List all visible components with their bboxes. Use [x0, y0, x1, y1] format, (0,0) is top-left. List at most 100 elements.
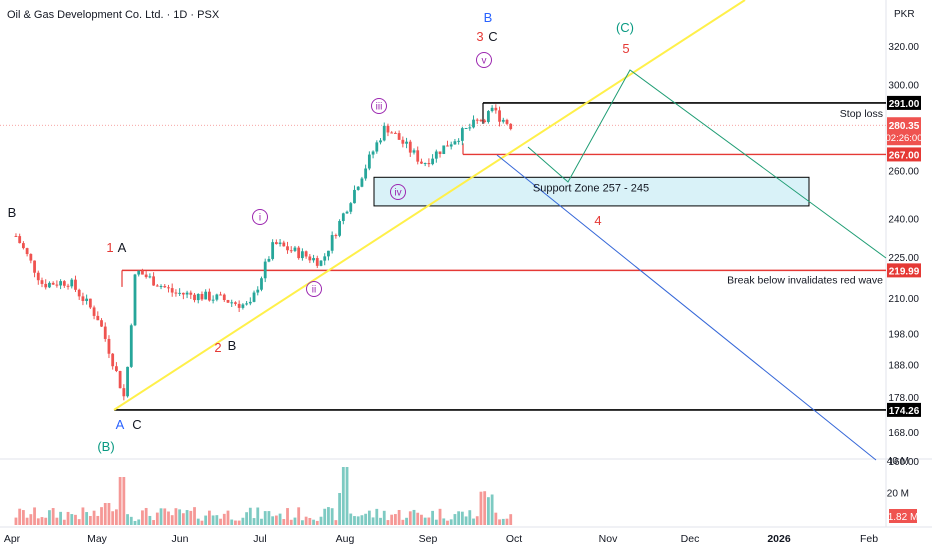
wave-label-1: 1: [106, 240, 113, 255]
candle: [501, 119, 505, 122]
candle: [174, 292, 178, 294]
candle: [468, 127, 472, 129]
volume-bar: [81, 507, 85, 525]
candle: [129, 325, 133, 367]
volume-current-tag: 1.82 M: [888, 512, 919, 523]
volume-bar: [472, 518, 475, 525]
volume-bar: [319, 516, 323, 525]
wave-label-circle-ii: ii: [312, 285, 316, 296]
time-axis[interactable]: Apr May Jun Jul Aug Sep Oct Nov Dec 2026 Feb: [4, 533, 878, 545]
volume-bar: [401, 519, 405, 525]
volume-bars: [14, 467, 513, 525]
interval-label[interactable]: 1D: [173, 9, 188, 21]
candle: [379, 140, 382, 143]
candle: [115, 366, 118, 371]
price-axis[interactable]: 160.00 168.00 178.00 188.00 198.00 210.00 225.…: [886, 42, 923, 523]
wave-label-5: 5: [622, 41, 629, 56]
candle: [431, 158, 434, 165]
volume-bar: [74, 514, 77, 525]
candle: [274, 242, 278, 245]
candle: [267, 258, 271, 262]
candle: [479, 120, 483, 122]
candle: [77, 289, 81, 297]
candle: [401, 139, 405, 144]
candle: [282, 242, 286, 247]
candle: [55, 284, 59, 286]
candle: [423, 163, 427, 165]
price-tick-label: 198.00: [888, 329, 919, 340]
blue-projection-path: [496, 154, 877, 461]
candle: [408, 141, 412, 153]
candle: [241, 304, 245, 308]
wave-label-b-left: B: [8, 205, 17, 220]
volume-bar: [44, 517, 48, 525]
volume-bar: [122, 477, 126, 525]
invalidation-label: Break below invalidates red wave: [727, 274, 883, 286]
volume-bar: [345, 467, 349, 525]
trendline: [113, 0, 746, 411]
currency-label[interactable]: PKR: [894, 9, 915, 20]
volume-bar: [256, 507, 260, 525]
volume-bar: [464, 516, 468, 525]
level-tag-bg: [887, 95, 921, 110]
candle: [40, 280, 44, 284]
volume-bar: [193, 507, 196, 525]
volume-bar: [230, 519, 234, 525]
candle: [44, 283, 48, 288]
candle: [122, 388, 126, 397]
last-price-tag-bg: [887, 117, 921, 146]
candle: [271, 242, 275, 259]
candle: [141, 270, 144, 275]
volume-bar: [215, 515, 219, 525]
wave-label-a-blue: A: [116, 417, 125, 432]
instrument-name: Oil & Gas Development Co. Ltd.: [7, 9, 164, 21]
volume-bar: [271, 516, 275, 525]
candle: [278, 242, 282, 245]
volume-bar: [96, 515, 100, 525]
candle: [234, 302, 237, 304]
candle: [315, 258, 319, 266]
wave-label-circle-iii-ring: [371, 98, 387, 114]
candle: [304, 251, 308, 257]
volume-bar: [334, 520, 338, 525]
volume-bar: [330, 508, 334, 525]
candle: [100, 320, 103, 327]
volume-current-bg: [889, 509, 917, 523]
candle: [367, 154, 371, 169]
time-tick-label: May: [87, 533, 108, 545]
candle: [178, 292, 182, 294]
volume-bar: [267, 511, 271, 525]
volume-bar: [416, 512, 420, 525]
candle: [371, 151, 375, 155]
volume-bar: [33, 507, 36, 525]
exchange-label: PSX: [197, 9, 220, 21]
wave-label-b: B: [228, 338, 237, 353]
candle: [248, 301, 252, 304]
volume-bar: [36, 518, 40, 525]
wave-label-3: 3: [476, 29, 483, 44]
volume-bar: [222, 513, 226, 525]
level-tag-bg: [887, 263, 921, 278]
candle: [293, 247, 297, 251]
volume-bar: [408, 511, 412, 525]
candle: [312, 258, 315, 261]
candle: [416, 150, 420, 162]
wave-label-paren-c: (C): [616, 20, 634, 35]
candle: [189, 292, 193, 295]
candle: [498, 110, 501, 122]
candle: [319, 260, 323, 266]
wave-label-circle-i-ring: [252, 209, 268, 225]
price-tick-label: 225.00: [888, 253, 919, 264]
level-tag-bg: [887, 147, 921, 162]
level-tag: 291.00: [889, 99, 920, 110]
volume-bar: [248, 507, 252, 525]
volume-bar: [211, 515, 215, 525]
volume-bar: [263, 511, 267, 525]
volume-bar: [349, 513, 353, 525]
volume-bar: [159, 508, 163, 525]
volume-bar: [260, 518, 263, 525]
candle: [394, 132, 397, 134]
support-zone-label: Support Zone 257 - 245: [533, 182, 649, 194]
candle: [59, 281, 62, 286]
